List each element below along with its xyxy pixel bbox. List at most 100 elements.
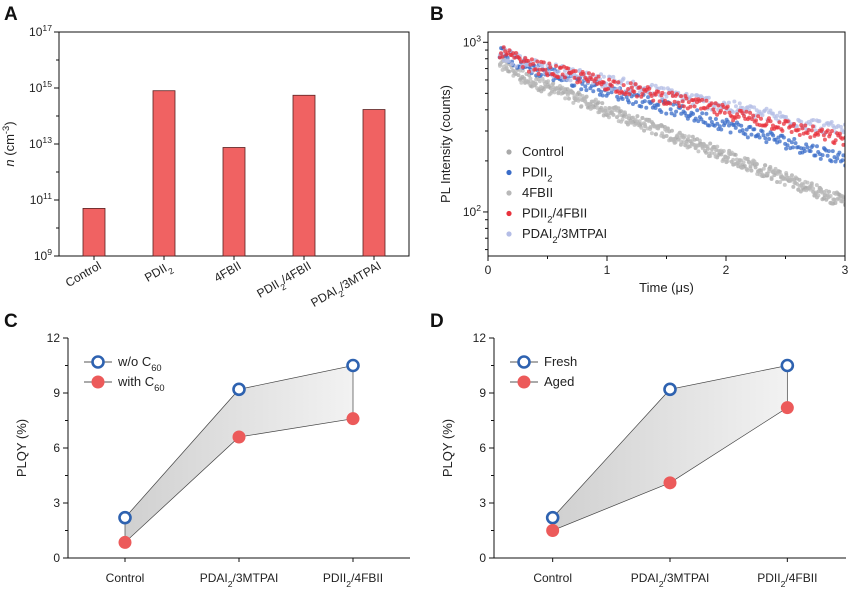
legend-marker-open — [517, 355, 531, 369]
legend-marker — [506, 190, 512, 196]
data-point — [792, 136, 797, 141]
data-point — [632, 89, 637, 94]
data-point — [814, 144, 819, 149]
panel-a-bar-chart: 109 1011 1013 1015 1017 Control PDII2 4FBII PDII… — [1, 23, 410, 310]
data-point — [604, 111, 609, 116]
data-point — [797, 133, 802, 138]
data-point — [556, 75, 561, 80]
data-point — [673, 140, 678, 145]
data-point — [586, 71, 591, 76]
x-axis-label: Time (μs) — [639, 280, 694, 295]
bar — [222, 147, 246, 257]
data-point — [546, 79, 551, 84]
data-point — [623, 110, 628, 115]
data-marker-filled — [118, 535, 132, 549]
data-point — [605, 108, 610, 113]
data-point — [791, 184, 796, 189]
data-point — [666, 91, 671, 96]
data-point — [503, 66, 508, 71]
data-point — [826, 149, 831, 154]
y-tick-label: 6 — [53, 441, 60, 455]
data-point — [757, 135, 762, 140]
data-point — [684, 96, 689, 101]
legend-label: with C60 — [117, 374, 165, 393]
data-point — [629, 120, 634, 125]
data-point — [690, 93, 695, 98]
data-point — [777, 139, 782, 144]
y-tick-label: 1015 — [29, 79, 52, 95]
data-point — [652, 123, 657, 128]
data-point — [810, 143, 815, 148]
data-point — [569, 90, 574, 95]
data-point — [621, 76, 626, 81]
data-point — [609, 83, 614, 88]
data-point — [777, 180, 782, 185]
legend-label: Aged — [544, 374, 574, 389]
data-point — [690, 134, 695, 139]
data-point — [749, 132, 754, 137]
data-point — [686, 134, 691, 139]
data-point — [632, 122, 637, 127]
data-point — [756, 114, 761, 119]
data-point — [829, 129, 834, 134]
data-point — [841, 130, 845, 135]
data-point — [731, 110, 736, 115]
data-point — [771, 133, 776, 138]
data-point — [593, 76, 598, 81]
data-point — [674, 92, 679, 97]
data-marker-filled — [546, 524, 560, 537]
data-point — [559, 91, 564, 96]
y-tick-label: 102 — [463, 203, 481, 219]
data-point — [791, 145, 796, 150]
data-point — [732, 99, 737, 104]
data-point — [838, 124, 843, 129]
data-point — [692, 104, 697, 109]
data-point — [789, 173, 794, 178]
data-point — [756, 132, 761, 137]
data-point — [785, 119, 790, 124]
data-point — [596, 100, 601, 105]
data-point — [668, 107, 673, 112]
data-marker-open — [780, 358, 795, 373]
data-point — [657, 123, 662, 128]
data-point — [753, 161, 758, 166]
x-tick-label: PDII2/4FBII — [757, 571, 817, 589]
scatter-points — [497, 45, 845, 208]
data-point — [761, 133, 766, 138]
data-point — [672, 99, 677, 104]
data-point — [500, 54, 505, 59]
data-point — [733, 125, 738, 130]
data-point — [616, 80, 621, 85]
data-point — [740, 105, 745, 110]
data-point — [653, 92, 658, 97]
data-point — [782, 182, 787, 187]
data-point — [829, 119, 834, 124]
legend-label: Fresh — [544, 354, 577, 369]
data-point — [593, 97, 598, 102]
data-point — [640, 91, 645, 96]
legend-label: w/o C60 — [117, 354, 162, 373]
y-axis-label: n (cm-3) — [1, 121, 17, 166]
data-point — [760, 113, 765, 118]
data-point — [833, 200, 838, 205]
data-point — [595, 105, 600, 110]
data-point — [672, 113, 677, 118]
data-point — [840, 158, 845, 163]
data-point — [548, 65, 553, 70]
data-point — [745, 168, 750, 173]
data-point — [784, 115, 789, 120]
data-point — [800, 126, 805, 131]
data-point — [841, 197, 845, 202]
data-point — [609, 90, 614, 95]
data-point — [837, 150, 842, 155]
data-point — [603, 105, 608, 110]
data-point — [768, 119, 773, 124]
data-point — [775, 179, 780, 184]
y-tick-label: 109 — [34, 247, 52, 263]
data-point — [688, 104, 693, 109]
y-tick-label: 0 — [479, 551, 486, 565]
data-point — [752, 105, 757, 110]
data-point — [811, 118, 816, 123]
data-point — [684, 141, 689, 146]
